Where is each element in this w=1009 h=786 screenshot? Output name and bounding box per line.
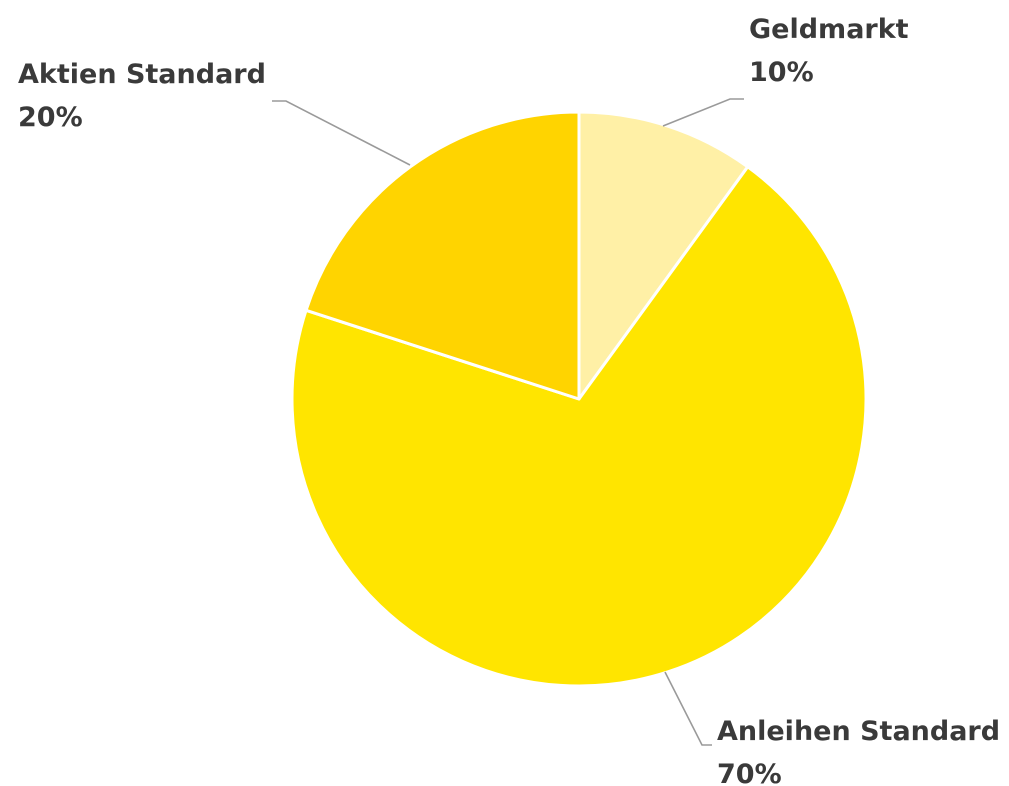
slice-label-name: Anleihen Standard [717,716,1000,747]
leader-lines [272,98,744,746]
pie-slice-anleihen-standard [290,165,868,688]
pie-slice-aktien-standard [304,110,581,401]
leader-line-anleihen-standard [664,671,712,746]
slice-label-aktien-standard: Aktien Standard 20% [18,59,266,133]
slice-label-geldmarkt: Geldmarkt 10% [749,14,909,88]
slice-label-name: Geldmarkt [749,14,909,45]
slice-label-value: 70% [717,759,782,786]
leader-line-aktien-standard [272,100,411,166]
slice-label-value: 20% [18,102,83,133]
slice-label-name: Aktien Standard [18,59,266,90]
slice-label-anleihen-standard: Anleihen Standard 70% [717,716,1000,786]
pie-slices [290,110,868,688]
leader-line-geldmarkt [662,98,744,127]
slice-label-value: 10% [749,57,814,88]
pie-slice-geldmarkt [577,110,750,401]
slice-labels: Geldmarkt 10% Anleihen Standard 70% Aktien S… [18,14,1000,786]
